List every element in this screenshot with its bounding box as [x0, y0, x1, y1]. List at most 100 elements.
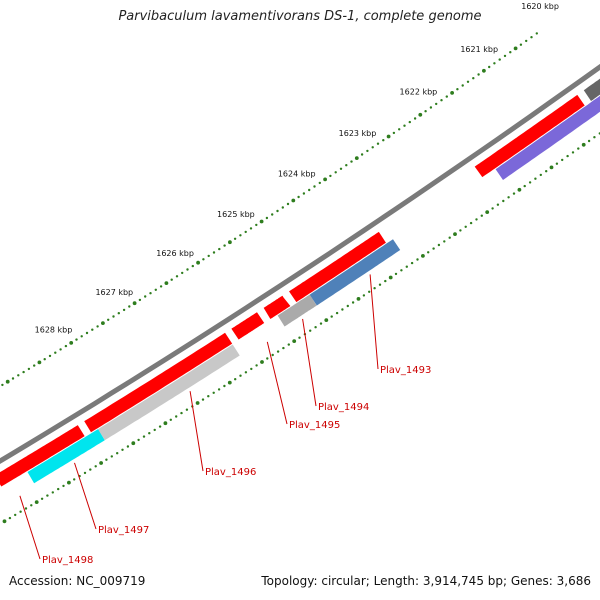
ruler-minor-tick — [83, 471, 87, 475]
ruler-minor-tick — [128, 305, 131, 308]
gene-label: Plav_1497 — [98, 525, 149, 536]
ruler-minor-tick — [318, 181, 321, 185]
ruler-minor-tick — [217, 388, 221, 391]
ruler-minor-tick — [116, 452, 119, 455]
ruler-minor-tick — [265, 216, 269, 220]
ruler-minor-tick — [91, 328, 94, 331]
ruler-major-tick — [69, 341, 74, 345]
ruler-minor-tick — [525, 39, 528, 43]
ruler-minor-tick — [329, 174, 332, 178]
ruler-minor-tick — [158, 425, 162, 428]
ruler-minor-tick — [51, 491, 54, 494]
ruler-major-tick — [354, 156, 359, 161]
ruler-major-tick — [5, 379, 10, 384]
ruler-minor-tick — [539, 173, 542, 177]
ruler-major-tick — [324, 318, 329, 322]
ruler-major-tick — [418, 112, 423, 117]
ruler-kbp-label: 1624 kbp — [278, 170, 316, 179]
ruler-minor-tick — [11, 377, 15, 380]
gene-label: Plav_1493 — [380, 365, 431, 376]
ruler-minor-tick — [191, 264, 194, 268]
ruler-minor-tick — [75, 338, 78, 341]
ruler-minor-tick — [371, 146, 374, 149]
ruler-major-tick — [421, 254, 425, 258]
ruler-minor-tick — [566, 154, 569, 158]
ruler-minor-tick — [169, 418, 172, 421]
ruler-minor-tick — [509, 51, 512, 54]
backbone-line — [0, 63, 600, 464]
ruler-minor-tick — [502, 199, 505, 203]
ruler-minor-tick — [218, 247, 221, 251]
ruler-minor-tick — [202, 258, 205, 261]
ruler-minor-tick — [378, 283, 382, 286]
ruler-minor-tick — [394, 272, 398, 276]
ruler-minor-tick — [8, 516, 12, 520]
gene-label: Plav_1494 — [318, 402, 369, 413]
ruler-minor-tick — [96, 325, 99, 328]
ruler-minor-tick — [181, 271, 184, 275]
ruler-minor-tick — [368, 290, 371, 293]
ruler-minor-tick — [345, 164, 348, 167]
ruler-minor-tick — [464, 225, 467, 228]
ruler-minor-tick — [144, 295, 147, 298]
ruler-minor-tick — [360, 153, 364, 156]
ruler-minor-tick — [469, 221, 473, 225]
ruler-minor-tick — [571, 151, 575, 154]
ruler-minor-tick — [416, 258, 419, 261]
ruler-kbp-label: 1626 kbp — [156, 249, 194, 258]
ruler-major-tick — [101, 321, 105, 325]
ruler-minor-tick — [424, 110, 427, 113]
ruler-major-tick — [513, 46, 518, 51]
ruler-minor-tick — [40, 497, 44, 500]
ruler-minor-tick — [519, 43, 523, 46]
ruler-minor-tick — [512, 192, 516, 195]
forward-gene-feature — [474, 94, 585, 178]
ruler-major-tick — [260, 360, 264, 364]
ruler-minor-tick — [530, 36, 533, 39]
ruler-major-tick — [2, 519, 7, 524]
forward-gene-feature — [84, 332, 233, 433]
ruler-kbp-label: 1623 kbp — [339, 129, 377, 138]
forward-gene-feature — [0, 425, 85, 487]
ruler-minor-tick — [376, 142, 380, 145]
ruler-minor-tick — [577, 147, 580, 150]
ruler-minor-tick — [223, 384, 226, 388]
ruler-minor-tick — [440, 99, 443, 102]
ruler-minor-tick — [488, 65, 491, 69]
ruler-minor-tick — [432, 247, 435, 250]
ruler-minor-tick — [362, 294, 366, 297]
ruler-minor-tick — [255, 364, 258, 367]
ruler-minor-tick — [281, 206, 284, 209]
ruler-minor-tick — [334, 171, 337, 174]
ruler-minor-tick — [314, 326, 317, 329]
ruler-minor-tick — [154, 288, 157, 291]
ruler-minor-tick — [64, 344, 68, 348]
ruler-minor-tick — [587, 139, 591, 143]
ruler-minor-tick — [159, 285, 163, 288]
ruler-minor-tick — [561, 158, 564, 162]
ruler-minor-tick — [400, 269, 403, 272]
ruler-kbp-label: 1620 kbp — [521, 2, 559, 11]
ruler-minor-tick — [523, 184, 526, 188]
ruler-minor-tick — [17, 374, 20, 377]
ruler-major-tick — [482, 68, 486, 73]
ruler-minor-tick — [48, 354, 52, 358]
ruler-kbp-label: 1627 kbp — [95, 288, 133, 297]
ruler-minor-tick — [126, 445, 130, 448]
ruler-minor-tick — [107, 318, 110, 321]
ruler-minor-tick — [410, 261, 414, 265]
ruler-minor-tick — [43, 358, 46, 361]
forward-gene-feature — [263, 295, 291, 319]
ruler-minor-tick — [33, 364, 36, 367]
ruler-major-tick — [67, 480, 71, 485]
ruler-minor-tick — [122, 308, 126, 312]
ruler-major-tick — [195, 401, 200, 405]
gene-feature-plav-1497 — [27, 429, 105, 484]
ruler-minor-tick — [59, 348, 62, 351]
ruler-minor-tick — [14, 513, 17, 517]
ruler-minor-tick — [271, 353, 274, 357]
ruler-minor-tick — [255, 223, 258, 227]
ruler-minor-tick — [249, 227, 253, 230]
ruler-minor-tick — [459, 229, 462, 232]
